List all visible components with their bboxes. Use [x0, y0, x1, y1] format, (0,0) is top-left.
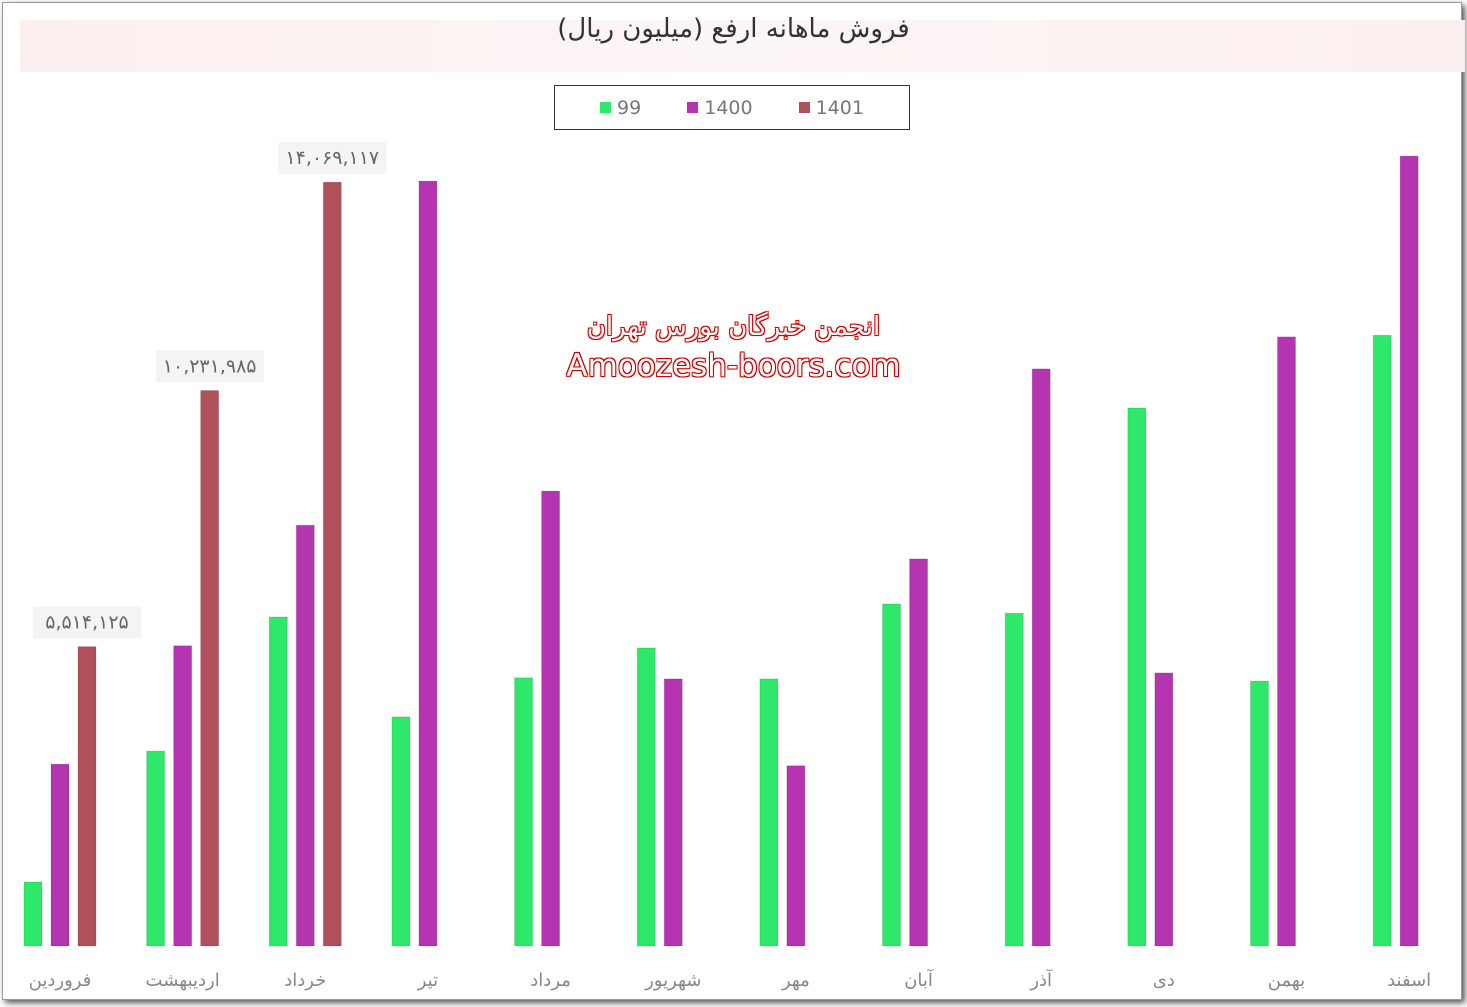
x-tick-label: آذر: [1029, 968, 1053, 991]
bar-99-0: [23, 881, 43, 947]
watermark-line1: انجمن خبرگان بورس تهران: [586, 312, 881, 342]
legend-swatch: [600, 102, 612, 113]
title-bar: [20, 20, 1465, 72]
bar-1400-1: [173, 645, 193, 947]
data-label: ۱۴,۰۶۹,۱۱۷: [285, 147, 379, 169]
data-label-bg: [155, 350, 264, 383]
legend-item-99: 99: [600, 97, 641, 119]
legend-swatch: [687, 102, 699, 113]
bar-1401-0: [77, 646, 97, 947]
x-tick-label: شهریور: [644, 970, 701, 991]
chart-title: فروش ماهانه ارفع (میلیون ریال): [557, 14, 910, 44]
legend-item-1400: 1400: [687, 97, 753, 119]
x-tick-label: بهمن: [1268, 970, 1305, 991]
bar-1400-2: [295, 524, 315, 947]
bar-1400-4: [541, 490, 561, 947]
x-tick-label: اردیبهشت: [146, 970, 220, 991]
data-label-bg: [33, 606, 141, 639]
legend-swatch: [798, 102, 810, 113]
x-tick-label: اسفند: [1387, 970, 1431, 991]
bar-99-11: [1372, 334, 1392, 947]
bar-99-6: [759, 678, 779, 947]
x-tick-label: فروردین: [29, 970, 92, 991]
bar-1400-8: [1031, 368, 1051, 947]
bar-1400-7: [909, 558, 929, 947]
x-tick-label: تیر: [417, 970, 438, 991]
bar-99-2: [268, 616, 288, 947]
legend-item-1401: 1401: [798, 97, 864, 119]
x-tick-label: مرداد: [530, 970, 571, 991]
bar-1400-3: [418, 180, 438, 947]
data-label: ۱۰,۲۳۱,۹۸۵: [163, 356, 257, 378]
bar-1400-9: [1154, 672, 1174, 947]
x-tick-label: خرداد: [284, 970, 326, 991]
bar-99-4: [514, 677, 534, 947]
bar-99-3: [391, 716, 411, 947]
bar-1400-5: [663, 678, 683, 947]
x-tick-label: آبان: [904, 968, 934, 991]
bar-99-5: [636, 647, 656, 947]
data-label-bg: [278, 142, 387, 175]
bar-1400-10: [1277, 336, 1296, 947]
bar-1400-6: [786, 765, 806, 947]
bar-1400-11: [1399, 155, 1419, 947]
bar-1400-0: [50, 763, 70, 947]
bar-99-7: [882, 603, 902, 947]
bar-99-10: [1250, 680, 1269, 947]
data-label: ۵,۵۱۴,۱۲۵: [45, 612, 129, 634]
bar-99-8: [1004, 612, 1024, 947]
bar-1401-2: [322, 181, 342, 947]
bar-1401-1: [200, 390, 220, 947]
x-tick-label: مهر: [781, 970, 810, 991]
watermark-line2: Amoozesh-boors.com: [566, 348, 901, 384]
bar-99-1: [146, 750, 166, 947]
x-tick-label: دی: [1153, 970, 1175, 991]
bar-99-9: [1127, 407, 1147, 947]
legend: 99 1400 1401: [554, 85, 910, 130]
